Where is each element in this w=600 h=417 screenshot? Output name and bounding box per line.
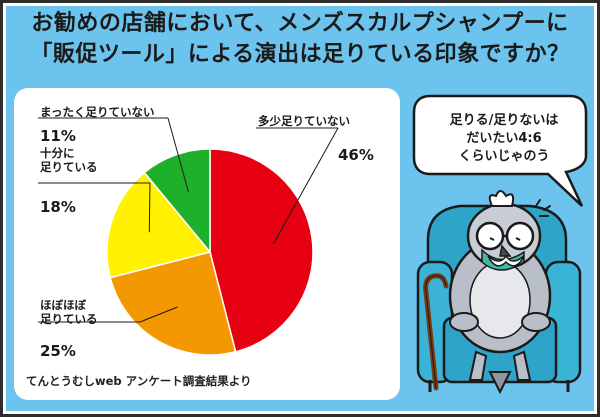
source-note: てんとうむしweb アンケート調査結果より xyxy=(26,374,252,388)
leader-line xyxy=(148,182,151,233)
slice-value: 11% xyxy=(40,127,76,145)
slice-label: ほぼほぼ足りている xyxy=(40,298,98,326)
pigeon xyxy=(448,190,552,395)
slice-label: 十分に足りている xyxy=(40,146,98,174)
leader-line xyxy=(272,127,339,245)
title-line-2: 「販促ツール」による演出は足りている印象ですか？ xyxy=(30,42,570,67)
pie-slice xyxy=(109,251,237,356)
slice-label: 多少足りていない xyxy=(258,114,350,128)
bubble-text: 足りる/足りないは だいたい4:6 くらいじゃのう xyxy=(449,113,559,164)
title-line-1: お勧めの店舗において、メンズスカルプシャンプーに xyxy=(31,11,569,36)
leader-line xyxy=(167,117,189,193)
slice-label: まったく足りていない xyxy=(40,105,155,119)
leader-line xyxy=(139,306,178,323)
cane xyxy=(423,273,449,391)
slice-value: 25% xyxy=(40,342,76,360)
slice-value: 46% xyxy=(338,146,374,164)
pie-slice xyxy=(106,171,212,279)
pie-slice xyxy=(143,148,211,255)
bubble-shape xyxy=(412,94,588,207)
slice-value: 18% xyxy=(40,198,76,216)
page-title: お勧めの店舗において、メンズスカルプシャンプーに 「販促ツール」による演出は足り… xyxy=(6,8,594,70)
pie-slice xyxy=(209,148,314,353)
